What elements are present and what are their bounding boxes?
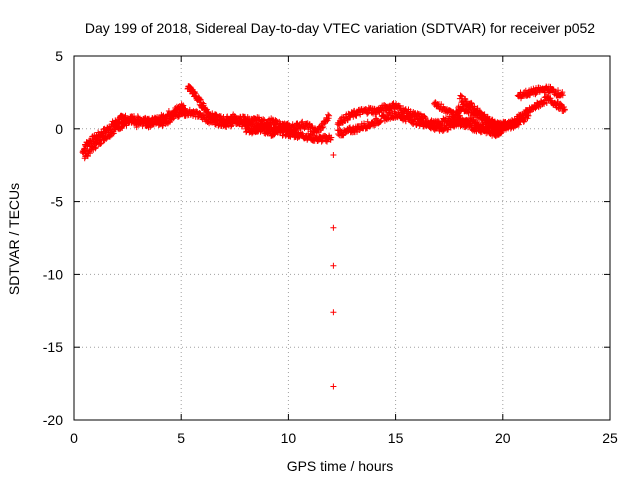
- data-track: [118, 101, 187, 128]
- y-tick-label: -10: [43, 266, 63, 282]
- data-point: [326, 112, 333, 119]
- data-point: [150, 121, 157, 128]
- data-point: [559, 92, 566, 99]
- data-point: [492, 133, 499, 140]
- data-point: [328, 134, 335, 141]
- outlier-point: [330, 224, 337, 231]
- y-tick-label: -5: [51, 194, 64, 210]
- data-track: [499, 111, 532, 133]
- data-point: [458, 92, 464, 99]
- data-point: [562, 106, 568, 113]
- data-point: [541, 100, 548, 107]
- data-track: [334, 100, 502, 140]
- y-tick-label: -20: [43, 412, 63, 428]
- data-point: [422, 115, 429, 122]
- data-point: [430, 124, 437, 131]
- data-point: [180, 102, 187, 109]
- plot-frame: [73, 55, 611, 421]
- data-point: [165, 108, 172, 114]
- y-tick-label: 0: [55, 121, 63, 137]
- data-point: [532, 91, 539, 98]
- data-point: [110, 130, 117, 137]
- data-point: [462, 99, 469, 106]
- x-tick-label: 0: [70, 430, 78, 446]
- data-point: [150, 120, 157, 127]
- tick-labels: 0 5 10 15 20 25 -20 -15 -10 -5 0 5: [43, 48, 618, 446]
- data-point: [294, 130, 300, 137]
- data-point: [197, 96, 204, 103]
- outlier-point: [330, 262, 337, 269]
- x-tick-label: 20: [495, 430, 511, 446]
- data-track: [242, 121, 300, 139]
- y-tick-label: 5: [55, 48, 63, 64]
- x-axis-title: GPS time / hours: [287, 458, 394, 474]
- data-point: [95, 137, 102, 144]
- chart-title: Day 199 of 2018, Sidereal Day-to-day VTE…: [85, 20, 595, 36]
- data-track: [514, 83, 566, 102]
- axis-ticks: [73, 55, 611, 421]
- data-point: [561, 106, 568, 113]
- x-tick-label: 5: [177, 430, 185, 446]
- data-point: [299, 130, 306, 137]
- outlier-point: [330, 152, 337, 158]
- data-point: [87, 150, 94, 157]
- data-point: [527, 109, 534, 115]
- x-tick-label: 10: [281, 430, 297, 446]
- x-tick-label: 25: [602, 430, 618, 446]
- data-point: [92, 145, 99, 152]
- data-points: [79, 83, 568, 390]
- y-tick-label: -15: [43, 339, 63, 355]
- outlier-point: [330, 309, 337, 316]
- outlier-point: [330, 383, 337, 390]
- data-point: [489, 127, 496, 134]
- data-point: [320, 124, 327, 130]
- data-point: [293, 129, 300, 136]
- outlier-points: [330, 152, 337, 390]
- y-axis-title: SDTVAR / TECUs: [6, 183, 22, 295]
- data-point: [491, 118, 498, 125]
- x-tick-label: 15: [388, 430, 404, 446]
- data-point: [495, 130, 502, 137]
- data-point: [318, 138, 325, 145]
- data-point: [357, 111, 364, 118]
- data-point: [525, 112, 532, 119]
